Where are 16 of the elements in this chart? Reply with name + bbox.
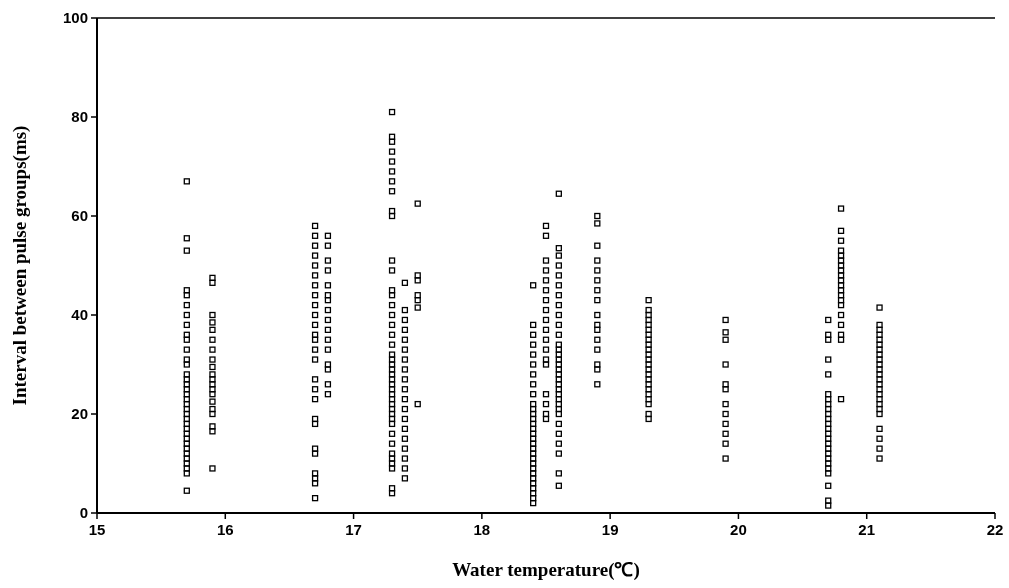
x-tick-label: 17 bbox=[345, 521, 362, 538]
y-axis-title: Interval between pulse groups(ms) bbox=[9, 125, 31, 406]
x-tick-label: 20 bbox=[730, 521, 747, 538]
y-tick-label: 60 bbox=[71, 207, 88, 225]
y-tick-label: 0 bbox=[79, 504, 88, 522]
y-tick-label: 40 bbox=[71, 306, 88, 324]
y-tick-label: 20 bbox=[71, 405, 88, 423]
x-tick-label: 15 bbox=[88, 521, 106, 538]
x-tick-label: 18 bbox=[473, 521, 491, 538]
x-tick-label: 16 bbox=[216, 521, 234, 538]
x-tick-label: 19 bbox=[601, 521, 619, 538]
x-tick-label: 21 bbox=[858, 521, 876, 538]
y-tick-label: 80 bbox=[71, 108, 88, 126]
y-tick-label: 100 bbox=[62, 9, 88, 27]
x-axis-title: Water temperature(℃) bbox=[452, 559, 640, 581]
x-tick-label: 22 bbox=[986, 521, 1004, 538]
